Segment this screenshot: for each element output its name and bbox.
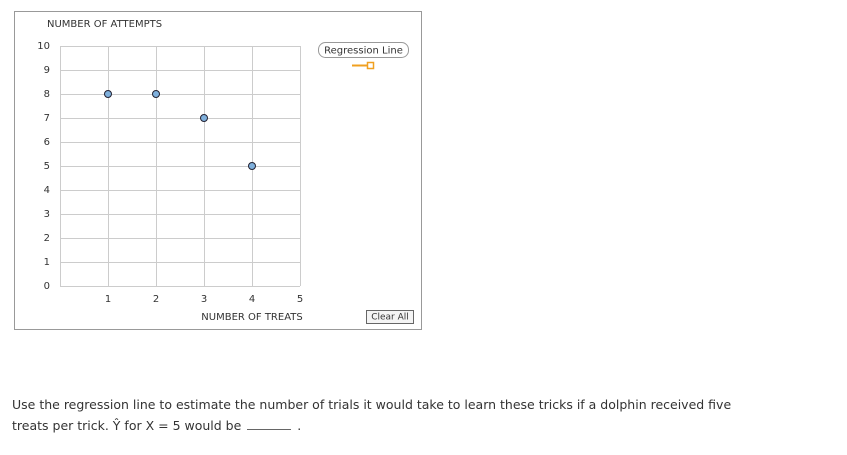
- widget-frame: [14, 11, 422, 330]
- y-tick-label: 0: [44, 281, 50, 292]
- y-tick-label: 1: [44, 257, 50, 268]
- y-tick-label: 4: [44, 185, 50, 196]
- y-tick-label: 2: [44, 233, 50, 244]
- data-point: [248, 162, 256, 170]
- y-tick-label: 10: [37, 41, 50, 52]
- clear-all-label: Clear All: [371, 313, 409, 323]
- x-tick-label: 4: [249, 294, 255, 305]
- y-tick-label: 3: [44, 209, 50, 220]
- data-point: [200, 114, 208, 122]
- x-tick-label: 5: [297, 294, 303, 305]
- y-tick-label: 6: [44, 137, 50, 148]
- x-tick-label: 1: [105, 294, 111, 305]
- regression-line-button[interactable]: [318, 42, 409, 58]
- y-tick-label: 7: [44, 113, 50, 124]
- x-tick-label: 2: [153, 294, 159, 305]
- x-axis-title: NUMBER OF TREATS: [201, 312, 302, 323]
- question-suffix: .: [297, 418, 302, 433]
- question: Use the regression line to estimate the …: [12, 395, 732, 436]
- widget: NUMBER OF ATTEMPTS NUMBER OF TREATS Regr…: [14, 11, 422, 330]
- y-tick-label: 5: [44, 161, 50, 172]
- x-tick-label: 3: [201, 294, 207, 305]
- legend-handle[interactable]: [366, 61, 375, 70]
- data-point: [152, 90, 160, 98]
- answer-blank[interactable]: [247, 415, 292, 430]
- y-tick-label: 9: [44, 65, 50, 76]
- data-point: [104, 90, 112, 98]
- clear-all-button[interactable]: [366, 310, 414, 324]
- y-tick-label: 8: [44, 89, 50, 100]
- question-text: Use the regression line to estimate the …: [12, 397, 732, 433]
- regression-line-label: Regression Line: [324, 46, 403, 57]
- y-axis-title: NUMBER OF ATTEMPTS: [47, 19, 162, 30]
